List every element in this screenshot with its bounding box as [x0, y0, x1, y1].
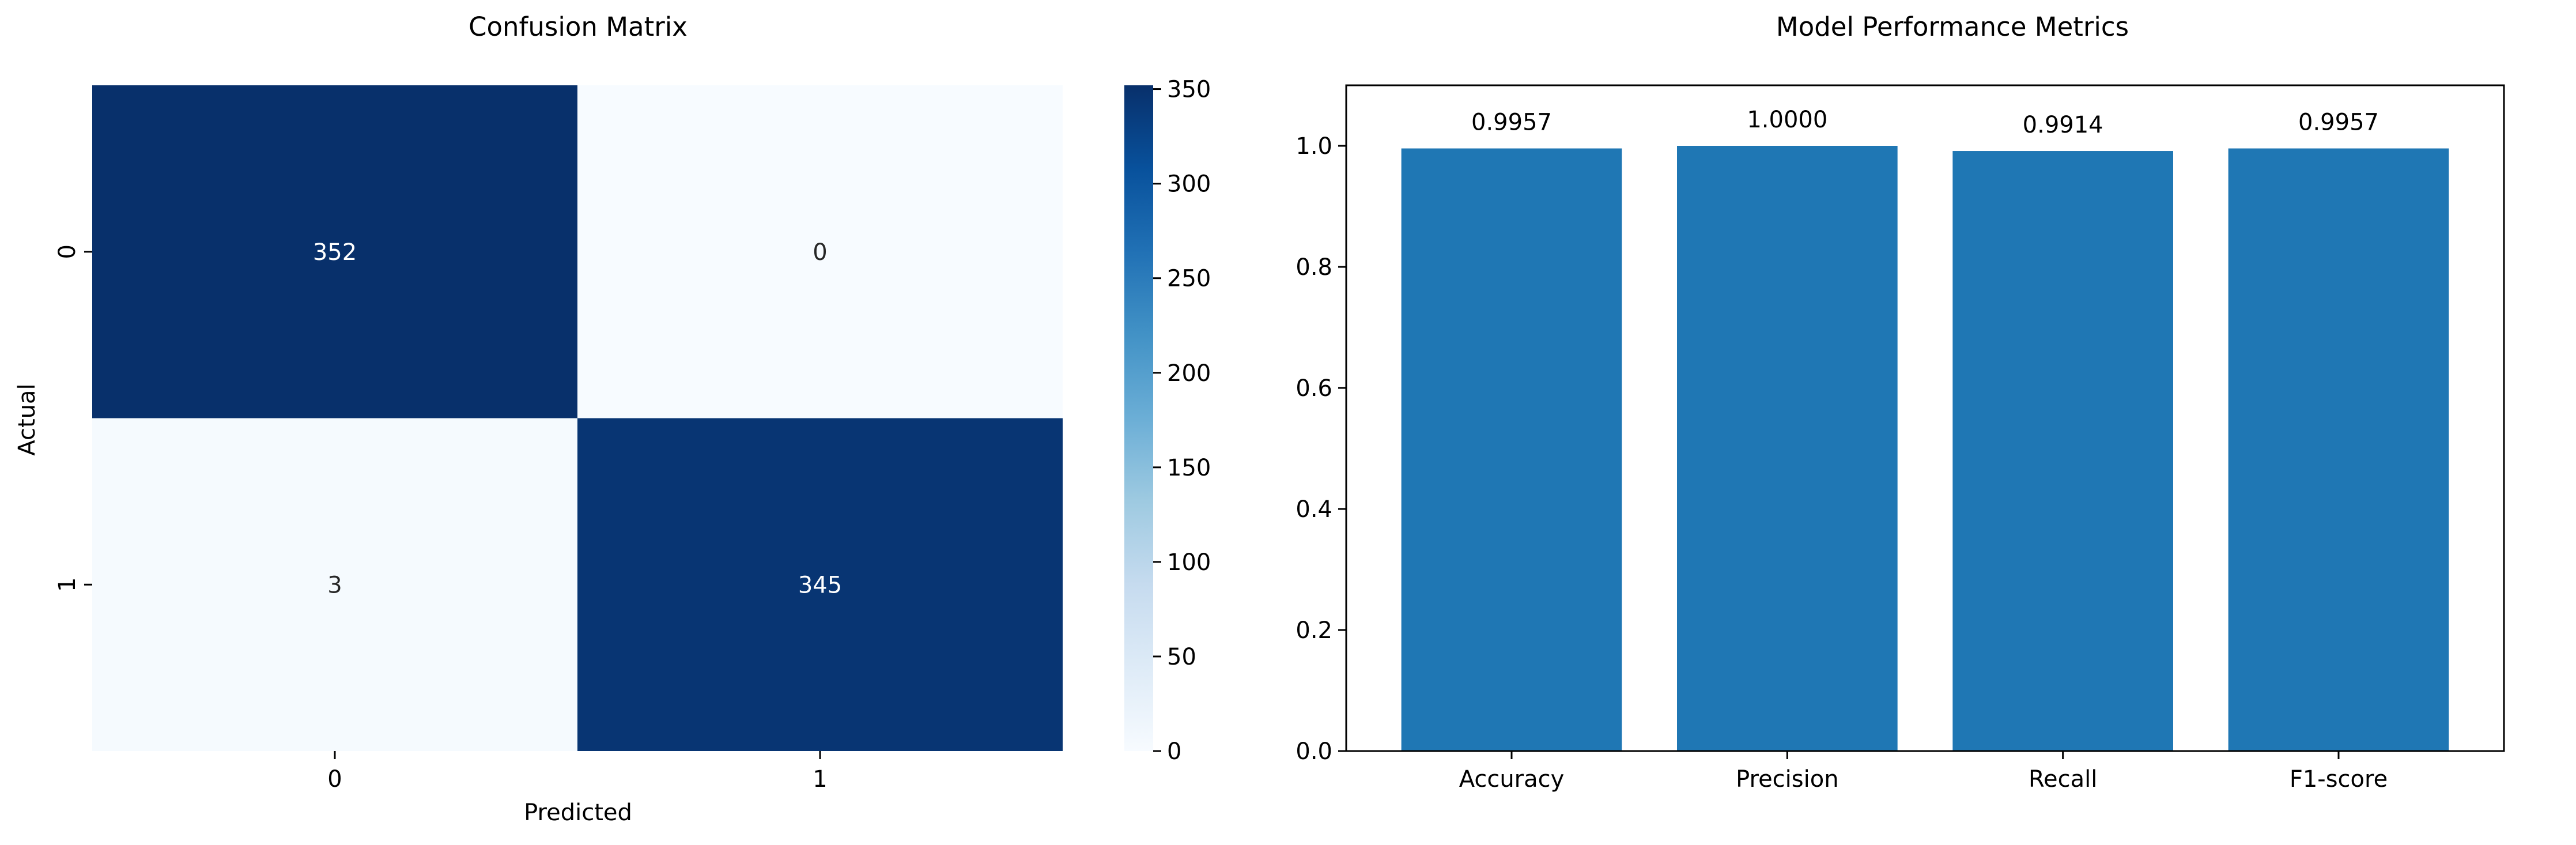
bar-y-tick-label-1: 0.2 [1295, 617, 1332, 644]
bar-data-label-2: 0.9914 [2023, 112, 2103, 138]
bar-chart-data-labels: 0.9957 1.0000 0.9914 0.9957 [1471, 107, 2379, 138]
bar-f1-score [2228, 148, 2449, 751]
bar-chart-axes-frame [1345, 84, 2505, 752]
heatmap-cell-1-1 [577, 418, 1063, 751]
heatmap-x-axis-label: Predicted [524, 799, 632, 826]
heatmap-cell-label-1-0: 3 [327, 572, 342, 598]
bar-data-label-1: 1.0000 [1747, 107, 1827, 133]
bar-chart-y-ticks: 0.0 0.2 0.4 0.6 0.8 1.0 [1295, 133, 1346, 765]
heatmap-cell-label-1-1: 345 [798, 572, 842, 598]
heatmap-cell-labels: 352 0 3 345 [313, 239, 842, 599]
bar-x-tick-label-2: Recall [2029, 766, 2097, 793]
bar-chart-x-ticks: Accuracy Precision Recall F1-score [1459, 751, 2388, 793]
colorbar-ticks: 0 50 100 150 200 250 300 350 [1153, 77, 1211, 765]
bar-data-label-0: 0.9957 [1471, 110, 1552, 136]
heatmap-y-ticks: 01 [54, 244, 92, 592]
heatmap-cell-0-1 [577, 85, 1063, 418]
colorbar-tick-label-6: 300 [1167, 171, 1211, 198]
colorbar-tick-label-0: 0 [1167, 738, 1181, 765]
bar-recall [1952, 151, 2173, 751]
heatmap-cell-0-0 [92, 85, 577, 418]
heatmap-x-tick-label-0: 0 [327, 766, 342, 793]
colorbar-tick-label-3: 150 [1167, 455, 1211, 481]
bar-y-tick-label-2: 0.4 [1295, 496, 1332, 523]
heatmap-cells [92, 85, 1063, 751]
bar-chart-title: Model Performance Metrics [1776, 12, 2129, 42]
heatmap-cell-label-0-1: 0 [813, 239, 827, 266]
heatmap-x-tick-label-1: 1 [813, 766, 827, 793]
bar-x-tick-label-3: F1-score [2290, 766, 2388, 793]
colorbar-tick-label-7: 350 [1167, 77, 1211, 103]
heatmap-title: Confusion Matrix [469, 12, 688, 42]
bar-x-tick-label-1: Precision [1736, 766, 1838, 793]
heatmap-y-axis-label: Actual [14, 383, 40, 455]
colorbar [1124, 85, 1153, 751]
bar-chart-bars [1401, 146, 2449, 751]
heatmap-cell-1-0 [92, 418, 577, 751]
bar-y-tick-label-4: 0.8 [1295, 254, 1332, 281]
bar-data-label-3: 0.9957 [2298, 110, 2379, 136]
bar-x-tick-label-0: Accuracy [1459, 766, 1565, 793]
colorbar-tick-label-1: 50 [1167, 644, 1196, 670]
bar-precision [1677, 146, 1898, 751]
bar-y-tick-label-3: 0.6 [1295, 375, 1332, 402]
bar-y-tick-label-0: 0.0 [1295, 738, 1332, 765]
bar-accuracy [1401, 148, 1622, 751]
colorbar-tick-label-5: 250 [1167, 266, 1211, 292]
heatmap-y-tick-label-1: 1 [54, 578, 81, 592]
colorbar-tick-label-4: 200 [1167, 360, 1211, 387]
heatmap-cell-label-0-0: 352 [313, 239, 357, 266]
performance-metrics-panel: Model Performance Metrics 0.00.20.40.60.… [1295, 12, 2505, 793]
heatmap-y-tick-label-0: 0 [54, 244, 81, 259]
colorbar-tick-label-2: 100 [1167, 549, 1211, 576]
bar-y-tick-label-5: 1.0 [1295, 133, 1332, 160]
